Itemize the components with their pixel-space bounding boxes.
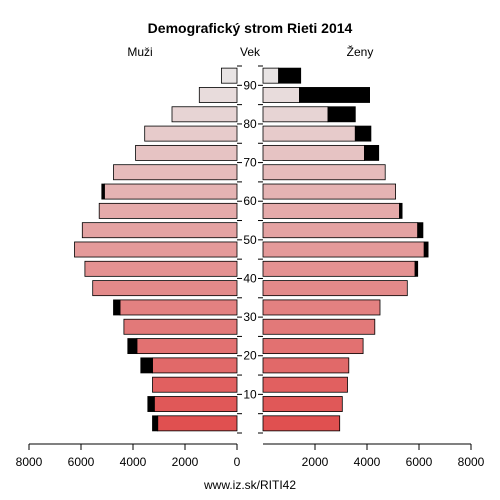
bar-women-85-89 xyxy=(262,87,300,103)
bar-women-0-4 xyxy=(262,415,341,432)
age-tick-label: 90 xyxy=(243,78,257,92)
bar-women-extra-45-49 xyxy=(423,241,429,258)
bar-men-extra-0-4 xyxy=(152,415,159,432)
bar-women-extra-50-54 xyxy=(417,222,424,239)
bar-men-25-29 xyxy=(123,318,238,335)
bar-women-10-14 xyxy=(262,376,348,393)
bar-men-45-49 xyxy=(74,241,238,258)
bar-women-extra-70-74 xyxy=(363,144,380,161)
bar-women-extra-90+ xyxy=(278,67,302,84)
bar-men-65-69 xyxy=(113,164,238,181)
bar-men-extra-20-24 xyxy=(127,338,138,355)
bar-women-80-84 xyxy=(262,106,329,123)
source-label: www.iz.sk/RITI42 xyxy=(203,478,296,492)
bar-women-extra-80-84 xyxy=(327,106,356,123)
bar-men-30-34 xyxy=(119,299,238,316)
x-tick-label: 2000 xyxy=(172,455,199,469)
bar-men-20-24 xyxy=(136,338,238,355)
age-tick-label: 40 xyxy=(243,271,257,285)
bar-women-40-44 xyxy=(262,260,416,277)
bars xyxy=(74,67,429,432)
chart-title: Demografický strom Rieti 2014 xyxy=(148,20,353,36)
bar-men-extra-60-64 xyxy=(101,183,105,200)
x-tick-label: 8000 xyxy=(458,455,485,469)
bar-men-50-54 xyxy=(81,222,238,239)
bar-women-65-69 xyxy=(262,164,386,181)
bar-women-extra-40-44 xyxy=(414,260,419,277)
bar-women-55-59 xyxy=(262,202,400,219)
bar-men-85-89 xyxy=(198,87,238,103)
bar-men-75-79 xyxy=(144,125,238,142)
x-tick-label: 4000 xyxy=(354,455,381,469)
axes: 10 20 30 40 50 60 70 80 90 8000 6000 4000 2000 0 2000 4… xyxy=(16,65,485,469)
x-tick-label: 8000 xyxy=(16,455,43,469)
bar-men-90+ xyxy=(220,67,238,84)
bar-women-20-24 xyxy=(262,338,364,355)
bar-men-70-74 xyxy=(135,144,238,161)
bar-women-extra-55-59 xyxy=(399,202,403,219)
age-tick-label: 60 xyxy=(243,194,257,208)
bar-women-5-9 xyxy=(262,396,343,412)
bar-men-55-59 xyxy=(98,202,238,219)
x-tick-label: 6000 xyxy=(68,455,95,469)
x-tick-label: 4000 xyxy=(120,455,147,469)
bar-women-extra-85-89 xyxy=(298,87,370,103)
bar-women-75-79 xyxy=(262,125,356,142)
bar-women-30-34 xyxy=(262,299,381,316)
bar-men-5-9 xyxy=(153,396,238,412)
bar-men-35-39 xyxy=(92,280,238,297)
age-tick-label: 70 xyxy=(243,156,257,170)
bar-women-extra-75-79 xyxy=(354,125,372,142)
age-tick-label: 10 xyxy=(243,387,257,401)
bar-men-15-19 xyxy=(152,357,238,374)
bar-women-45-49 xyxy=(262,241,425,258)
bar-men-60-64 xyxy=(104,183,238,200)
bar-women-90+ xyxy=(262,67,280,84)
bar-men-extra-5-9 xyxy=(147,396,155,412)
bar-men-10-14 xyxy=(152,376,238,393)
bar-men-extra-30-34 xyxy=(113,299,121,316)
x-tick-label: 2000 xyxy=(302,455,329,469)
bar-men-extra-15-19 xyxy=(140,357,153,374)
center-label: Vek xyxy=(240,45,261,59)
right-label: Ženy xyxy=(347,44,374,59)
bar-women-70-74 xyxy=(262,144,365,161)
age-tick-label: 20 xyxy=(243,349,257,363)
bar-men-80-84 xyxy=(171,106,238,123)
age-tick-label: 30 xyxy=(243,310,257,324)
bar-men-0-4 xyxy=(157,415,238,432)
bar-women-15-19 xyxy=(262,357,350,374)
bar-men-40-44 xyxy=(84,260,238,277)
age-tick-label: 80 xyxy=(243,117,257,131)
x-tick-label: 0 xyxy=(234,455,241,469)
bar-women-35-39 xyxy=(262,280,408,297)
bar-women-60-64 xyxy=(262,183,397,200)
bar-women-50-54 xyxy=(262,222,419,239)
x-tick-label: 6000 xyxy=(406,455,433,469)
bar-women-25-29 xyxy=(262,318,376,335)
age-tick-label: 50 xyxy=(243,233,257,247)
left-label: Muži xyxy=(127,45,152,59)
